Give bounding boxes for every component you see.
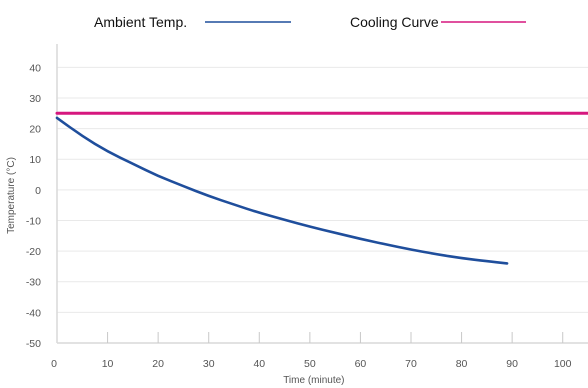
y-tick-label: -50	[26, 338, 41, 350]
x-tick-label: 100	[554, 358, 572, 370]
x-tick-label: 20	[152, 358, 164, 370]
legend-label-ambient-temp: Ambient Temp.	[94, 14, 187, 30]
x-tick-label: 30	[203, 358, 215, 370]
x-tick-label: 50	[304, 358, 316, 370]
y-tick-label: -40	[26, 307, 41, 319]
y-tick-label: -30	[26, 277, 41, 289]
ambient-temp-line	[55, 116, 509, 265]
legend: Ambient Temp. Cooling Curve	[94, 14, 526, 30]
y-tick-label: 0	[35, 185, 41, 197]
legend-label-cooling-curve: Cooling Curve	[350, 14, 439, 30]
series-lines	[55, 111, 588, 265]
x-tick-label: 60	[355, 358, 367, 370]
x-tick-label: 80	[456, 358, 468, 370]
y-axis-title: Temperature (°C)	[6, 157, 17, 234]
x-tick-label: 70	[405, 358, 417, 370]
y-tick-label: 20	[29, 124, 41, 136]
x-tick-label: 10	[102, 358, 114, 370]
y-tick-label: 30	[29, 93, 41, 105]
axes	[56, 44, 588, 344]
grid	[57, 66, 588, 313]
y-tick-label: 10	[29, 154, 41, 166]
x-tick-label: 90	[506, 358, 518, 370]
y-tick-label: -10	[26, 215, 41, 227]
tick-labels: -50 -40 -30 -20 -10 0 10 20 30 40 0 10 20 30 40 50 60 70 8…	[26, 62, 572, 370]
x-tick-label: 40	[253, 358, 265, 370]
x-axis-title: Time (minute)	[283, 375, 344, 386]
y-tick-label: -20	[26, 246, 41, 258]
y-tick-label: 40	[29, 62, 41, 74]
x-tick-label: 0	[51, 358, 57, 370]
